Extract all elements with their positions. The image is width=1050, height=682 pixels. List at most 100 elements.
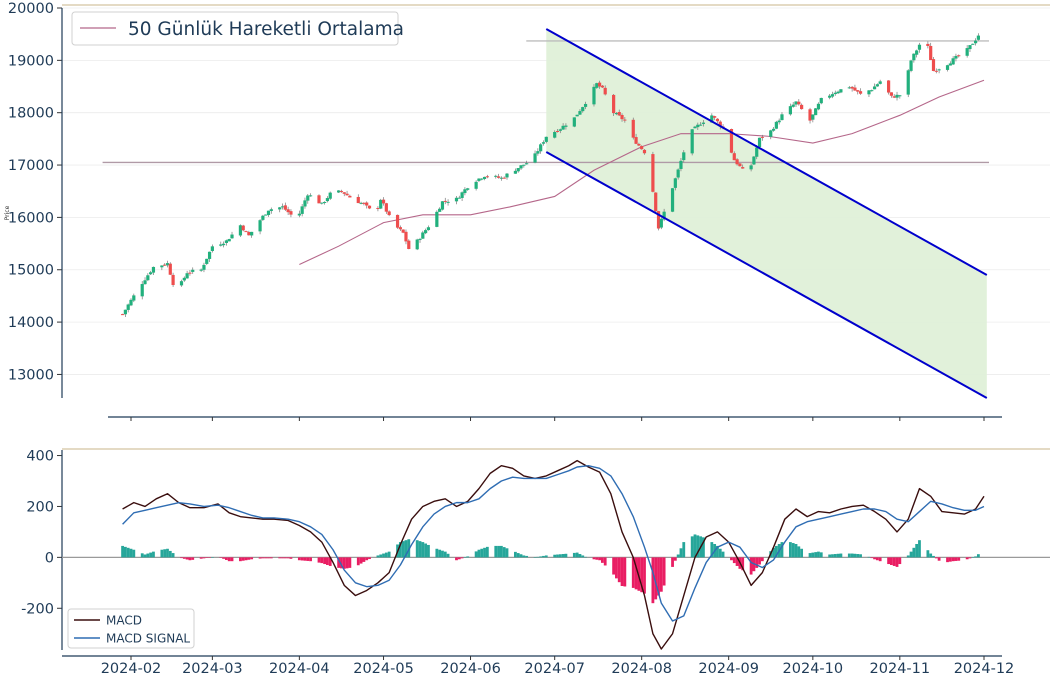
histogram-bar-positive (387, 551, 391, 558)
histogram-bar-positive (909, 551, 913, 558)
candle-down (289, 211, 293, 215)
histogram-bar-positive (121, 545, 124, 558)
candle-up (325, 198, 330, 202)
candle-up (912, 53, 916, 61)
histogram-bar-negative (749, 557, 753, 575)
histogram-bar-positive (171, 553, 175, 558)
candle-down (286, 209, 290, 213)
histogram-bar-negative (617, 557, 621, 583)
histogram-bar-positive (912, 547, 916, 558)
candle-up (261, 215, 265, 220)
candle-up (945, 65, 950, 70)
histogram-bar-negative (671, 557, 674, 567)
candle-up (699, 124, 703, 126)
histogram-bar-positive (561, 554, 565, 558)
histogram-bar-negative (965, 557, 969, 560)
candle-up (811, 114, 815, 120)
macd-line (122, 459, 985, 650)
histogram-bar-negative (348, 557, 352, 568)
histogram-bar-negative (264, 557, 268, 559)
candle-up (870, 90, 874, 92)
candle-down (365, 202, 369, 206)
candle-up (973, 40, 978, 44)
histogram-bar-positive (817, 551, 820, 558)
histogram-bar-positive (382, 553, 385, 558)
histogram-bar-negative (225, 557, 228, 560)
candle-up (440, 201, 445, 210)
histogram-bar-positive (819, 552, 823, 558)
candle-up (954, 55, 958, 59)
candle-up (129, 299, 133, 306)
candle-down (362, 202, 366, 204)
histogram-bar-positive (421, 542, 425, 558)
candle-down (634, 137, 638, 144)
histogram-bar-positive (814, 552, 818, 558)
histogram-bar-positive (424, 543, 428, 558)
candle-up (951, 58, 955, 65)
histogram-bar-positive (418, 541, 422, 558)
histogram-bar-negative (286, 557, 290, 559)
candle-up (519, 165, 523, 169)
histogram-bar-negative (244, 557, 248, 561)
candle-up (578, 111, 582, 115)
histogram-bar-positive (123, 546, 127, 558)
histogram-bar-positive (682, 542, 686, 558)
candle-down (597, 82, 602, 87)
candle-down (348, 195, 352, 198)
candle-up (788, 106, 792, 115)
histogram-bar-positive (146, 553, 150, 558)
price-ytick-label: 17000 (8, 158, 54, 174)
histogram-bar-positive (788, 542, 792, 558)
histogram-bar-negative (662, 557, 666, 586)
candle-up (505, 173, 509, 178)
xtick-label: 2024-08 (611, 661, 672, 677)
histogram-bar-negative (600, 557, 604, 563)
candle-up (258, 220, 262, 232)
candle-up (477, 178, 481, 181)
candle-up (308, 195, 313, 197)
channel-fill (546, 28, 987, 398)
candle-down (496, 176, 501, 178)
histogram-bar-negative (180, 557, 183, 559)
histogram-bar-positive (794, 544, 798, 558)
histogram-bar-positive (721, 551, 725, 558)
histogram-bar-positive (797, 546, 801, 558)
histogram-bar-positive (376, 555, 380, 558)
histogram-bar-negative (306, 557, 310, 561)
histogram-bar-negative (870, 557, 874, 559)
price-ytick-label: 13000 (8, 367, 54, 383)
price-ytick-label: 20000 (8, 1, 54, 17)
histogram-bar-positive (522, 555, 526, 558)
histogram-bar-negative (191, 557, 195, 560)
histogram-bar-positive (505, 548, 509, 558)
histogram-bar-positive (536, 556, 540, 558)
price-legend-label: 50 Günlük Hareketli Ortalama (128, 19, 404, 40)
histogram-bar-positive (926, 550, 930, 558)
histogram-bar-positive (690, 536, 694, 558)
candle-down (168, 263, 172, 275)
channel-lower-line (545, 151, 988, 399)
histogram-bar-positive (780, 542, 784, 558)
candle-down (617, 111, 621, 116)
candle-up (303, 200, 307, 207)
candle-up (814, 108, 818, 116)
histogram-bar-negative (620, 557, 624, 586)
candle-down (797, 101, 801, 105)
histogram-bar-negative (227, 557, 231, 562)
histogram-bar-positive (379, 554, 383, 558)
candle-up (774, 121, 778, 129)
histogram-bar-positive (502, 547, 506, 558)
histogram-bar-negative (615, 557, 618, 579)
candle-down (853, 87, 857, 91)
histogram-bar-positive (578, 554, 582, 558)
histogram-bar-negative (951, 557, 955, 562)
histogram-bar-negative (732, 557, 736, 564)
histogram-bar-negative (356, 557, 360, 566)
candle-up (224, 240, 229, 243)
histogram-bar-positive (564, 553, 568, 558)
histogram-bar-negative (323, 557, 327, 565)
candle-down (395, 214, 400, 228)
histogram-bar-negative (188, 557, 192, 561)
histogram-bar-positive (839, 553, 843, 558)
